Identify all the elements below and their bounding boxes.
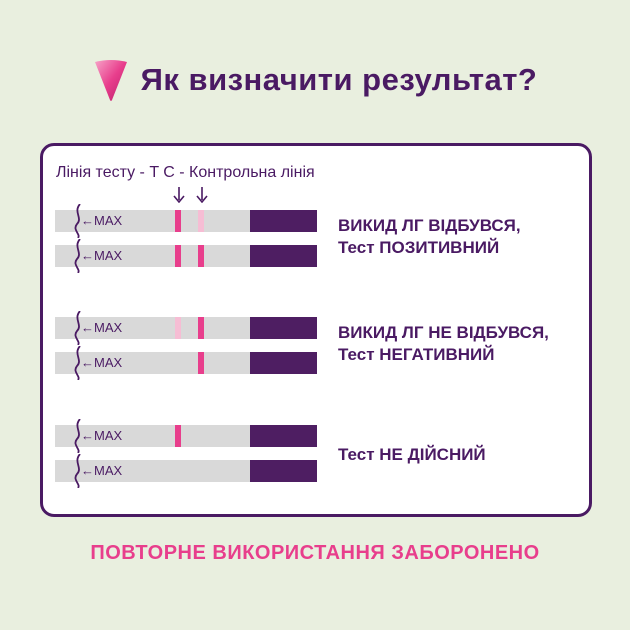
strip-handle	[250, 317, 317, 339]
strip-handle	[250, 245, 317, 267]
test-strip: ←MAX	[55, 239, 317, 273]
test-strip: ←MAX	[55, 204, 317, 238]
max-label: ←MAX	[81, 248, 123, 263]
result-line: ВИКИД ЛГ ВІДБУВСЯ,	[338, 216, 521, 235]
result-invalid: Тест НЕ ДІЙСНИЙ	[338, 444, 486, 466]
control-line	[198, 245, 204, 267]
max-label: ←MAX	[81, 355, 123, 370]
result-line: Тест ПОЗИТИВНИЙ	[338, 238, 500, 257]
result-negative: ВИКИД ЛГ НЕ ВІДБУВСЯ, Тест НЕГАТИВНИЙ	[338, 322, 549, 366]
max-label: ←MAX	[81, 320, 123, 335]
control-line	[198, 210, 204, 232]
max-label: ←MAX	[81, 213, 123, 228]
control-line	[198, 352, 204, 374]
wavy-cut-icon	[74, 346, 81, 380]
max-label: ←MAX	[81, 428, 123, 443]
strip-body	[55, 425, 250, 447]
legend: Лінія тесту - T C - Контрольна лінія	[56, 164, 315, 181]
test-line-arrow-icon	[173, 187, 185, 203]
test-line	[175, 317, 181, 339]
strip-handle	[250, 425, 317, 447]
wavy-cut-icon	[74, 311, 81, 345]
wavy-cut-icon	[74, 239, 81, 273]
strip-handle	[250, 460, 317, 482]
page-title: Як визначити результат?	[140, 62, 538, 97]
result-positive: ВИКИД ЛГ ВІДБУВСЯ, Тест ПОЗИТИВНИЙ	[338, 215, 521, 259]
test-strip: ←MAX	[55, 454, 317, 488]
test-strip: ←MAX	[55, 346, 317, 380]
footer-warning: ПОВТОРНЕ ВИКОРИСТАННЯ ЗАБОРОНЕНО	[90, 542, 540, 564]
control-line-arrow-icon	[196, 187, 208, 203]
test-strip: ←MAX	[55, 311, 317, 345]
strip-handle	[250, 210, 317, 232]
test-strip: ←MAX	[55, 419, 317, 453]
pink-triangle-icon	[94, 60, 127, 101]
header: Як визначити результат?	[0, 55, 630, 105]
wavy-cut-icon	[74, 454, 81, 488]
test-line	[175, 425, 181, 447]
result-line: ВИКИД ЛГ НЕ ВІДБУВСЯ,	[338, 323, 549, 342]
test-line	[175, 245, 181, 267]
result-line: Тест НЕГАТИВНИЙ	[338, 345, 495, 364]
max-label: ←MAX	[81, 463, 123, 478]
result-line: Тест НЕ ДІЙСНИЙ	[338, 445, 486, 464]
wavy-cut-icon	[74, 204, 81, 238]
control-line	[198, 317, 204, 339]
strip-body	[55, 460, 250, 482]
wavy-cut-icon	[74, 419, 81, 453]
strip-handle	[250, 352, 317, 374]
test-line	[175, 210, 181, 232]
